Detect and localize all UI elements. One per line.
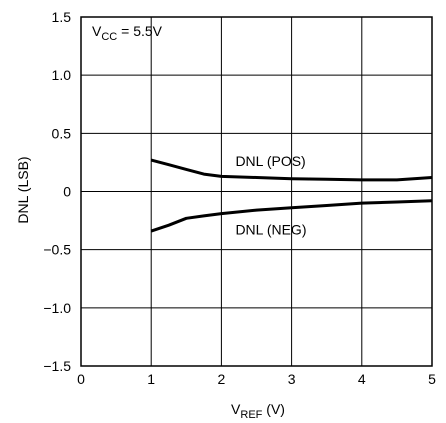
plot-frame [80,16,433,367]
y-tick-label: −1.0 [43,300,71,316]
y-tick-label: 1.0 [52,67,72,83]
dnl-neg-line [150,199,433,233]
x-tick-label: 1 [147,371,155,387]
x-tick-label: 0 [77,371,85,387]
dnl-pos-line [150,158,433,182]
series-labels: DNL (POS) DNL (NEG) [235,153,306,238]
y-axis-title: DNL (LSB) [15,156,31,223]
y-tick-label: 0.5 [52,125,72,141]
x-axis-title: VREF (V) [231,401,285,421]
y-tick-label: 0 [63,184,71,200]
y-tick-label: −0.5 [43,242,71,258]
x-tick-label: 3 [288,371,296,387]
dnl-pos-label: DNL (POS) [235,153,305,169]
y-tick-label: −1.5 [43,358,71,374]
dnl-neg-label: DNL (NEG) [235,222,306,238]
x-tick-labels: 0 1 2 3 4 5 [77,371,436,387]
x-tick-label: 5 [428,371,436,387]
series [150,158,433,233]
grid [80,16,433,367]
x-tick-label: 4 [358,371,366,387]
supply-voltage-annotation: VCC = 5.5V [92,23,163,43]
y-tick-labels: 1.5 1.0 0.5 0 −0.5 −1.0 −1.5 [43,9,71,374]
y-tick-label: 1.5 [52,9,72,25]
x-tick-label: 2 [218,371,226,387]
